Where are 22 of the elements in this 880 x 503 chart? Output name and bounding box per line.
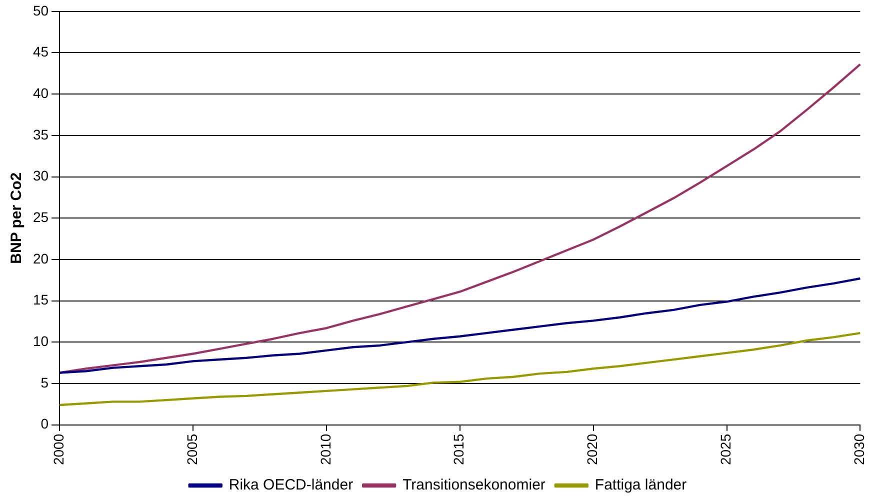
x-tick-label: 2010 <box>317 434 334 466</box>
y-tick-label: 5 <box>40 374 49 390</box>
y-tick-label: 45 <box>32 44 49 60</box>
y-tick-label: 0 <box>40 416 49 432</box>
y-tick-label: 40 <box>32 84 49 101</box>
legend-label: Transitionsekonomier <box>402 476 546 494</box>
x-tick-label: 2025 <box>718 434 734 466</box>
x-tick-label: 2020 <box>584 434 600 466</box>
legend-label: Rika OECD-länder <box>228 476 354 494</box>
legend-label: Fattiga länder <box>594 476 687 494</box>
x-tick-label: 2030 <box>851 434 868 466</box>
y-tick-label: 15 <box>32 292 49 308</box>
y-tick-label: 25 <box>32 208 49 225</box>
y-axis-title: BNP per Co2 <box>8 172 26 264</box>
x-tick-label: 2015 <box>450 434 467 466</box>
y-tick-label: 10 <box>32 333 49 350</box>
y-tick-label: 50 <box>32 2 49 18</box>
y-tick-label: 35 <box>32 126 49 142</box>
y-tick-label: 20 <box>32 250 49 266</box>
x-tick-label: 2000 <box>50 434 66 466</box>
y-tick-label: 30 <box>32 168 49 184</box>
x-tick-label: 2005 <box>184 434 200 466</box>
